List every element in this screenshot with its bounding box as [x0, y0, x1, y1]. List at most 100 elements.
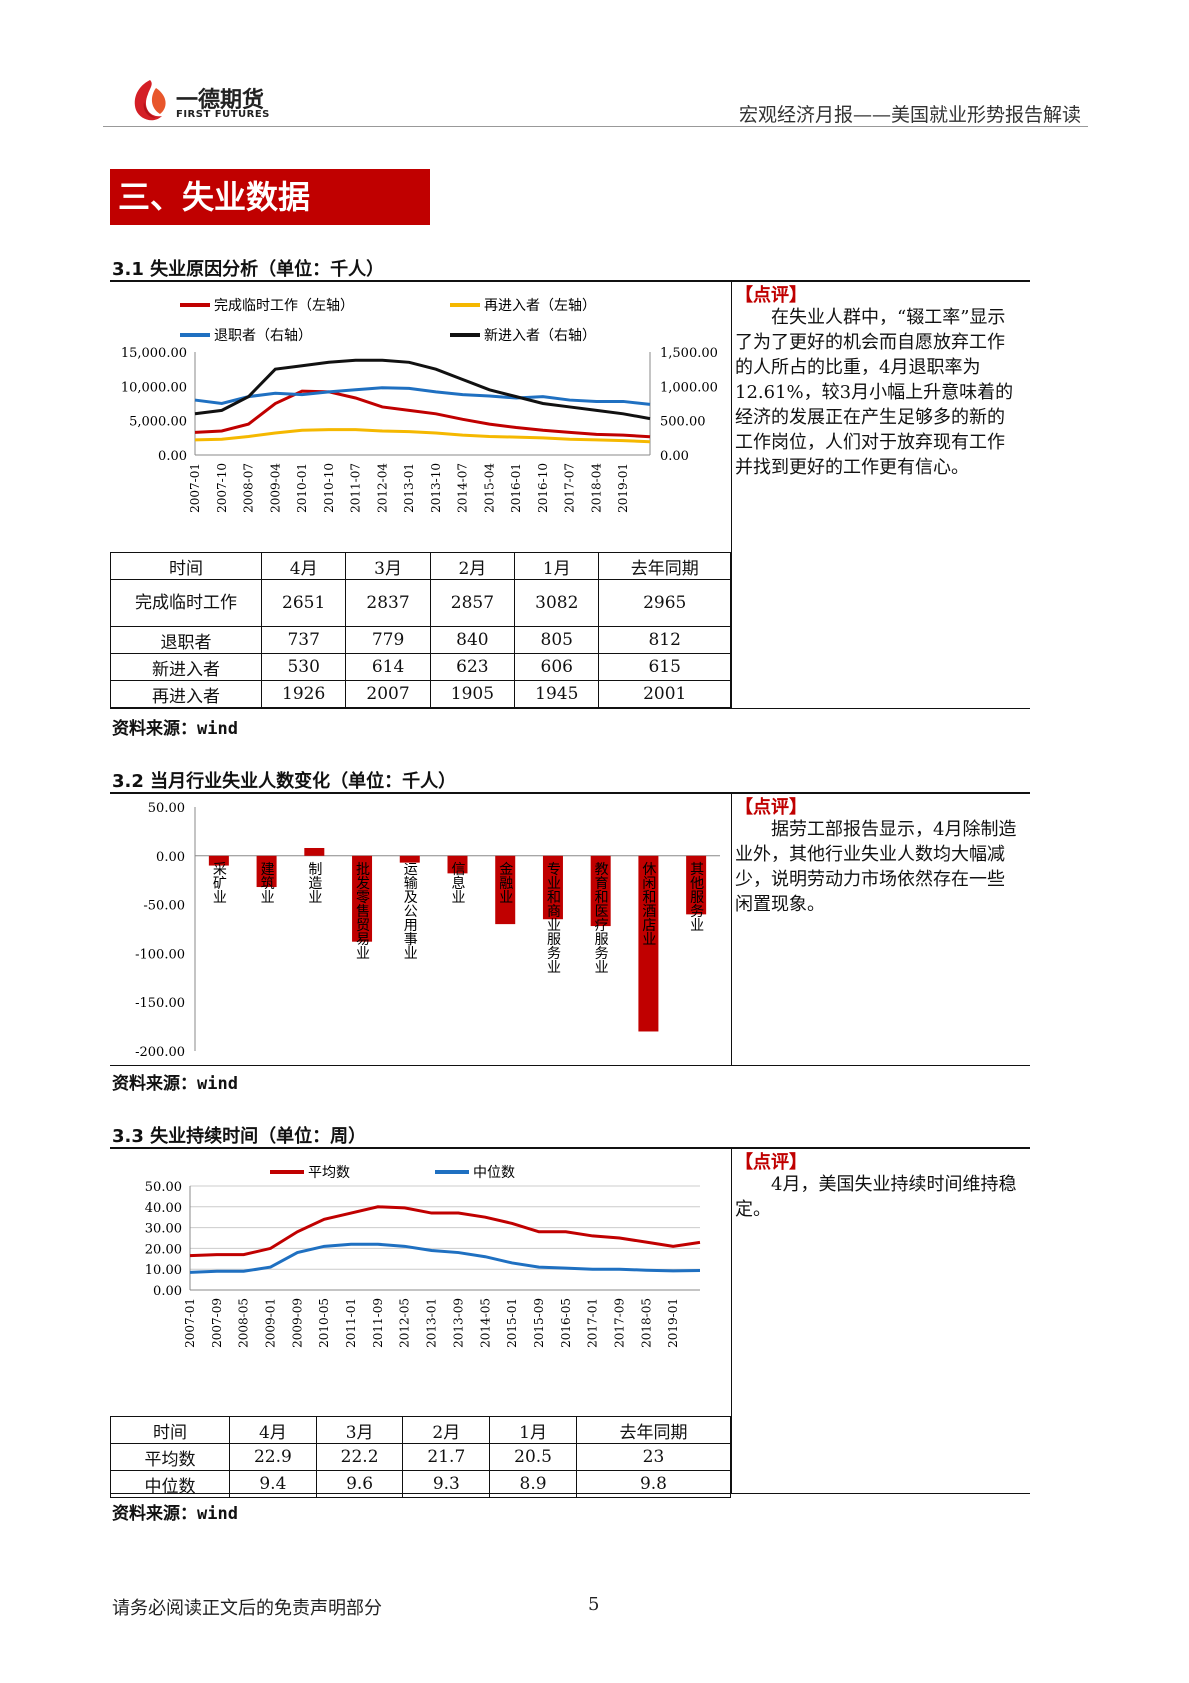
x-tick-label: 2014-05: [478, 1298, 492, 1348]
s1-top-rule: [110, 280, 1030, 282]
table-cell: 新进入者: [110, 653, 262, 681]
bar: [542, 855, 563, 920]
s1-comment: 在失业人群中，“辍工率”显示了为了更好的机会而自愿放弃工作的人所占的比重，4月退…: [735, 307, 1014, 478]
series-line: [189, 1205, 701, 1258]
y-left-tick-label: 15,000.00: [121, 346, 187, 361]
y-tick-label: -200.00: [135, 1045, 185, 1060]
bar: [352, 855, 373, 942]
table-cell: 812: [598, 626, 731, 654]
logo-cn: 一德期货: [176, 88, 265, 113]
report-title: 宏观经济月报——美国就业形势报告解读: [738, 104, 1081, 126]
bar: [399, 855, 420, 863]
table-cell: 2651: [260, 579, 347, 627]
table-cell: 退职者: [110, 626, 262, 654]
table-row: 平均数 22.9 22.2 21.7 20.5 23: [110, 1443, 732, 1471]
x-tick-label: 2008-07: [242, 463, 256, 513]
table-cell: 时间: [110, 552, 262, 580]
x-tick-label: 2007-01: [183, 1298, 197, 1348]
table-cell: 2837: [345, 579, 431, 627]
x-tick-label: 2015-01: [505, 1298, 519, 1348]
table-row: 退职者 737 779 840 805 812: [110, 626, 731, 654]
table-row: 新进入者 530 614 623 606 615: [110, 653, 731, 681]
y-right-tick-label: 1,000.00: [660, 380, 718, 395]
table-cell: 606: [514, 653, 600, 681]
s1-source: 资料来源：wind: [112, 719, 238, 739]
table-cell: 2001: [598, 680, 731, 708]
x-category-label: 采矿业: [211, 862, 227, 904]
logo-en: FIRST FUTURES: [176, 109, 270, 120]
y-tick-label: 20.00: [145, 1242, 182, 1257]
y-tick-label: -100.00: [135, 947, 185, 962]
table-cell: 1905: [429, 680, 516, 708]
table-cell: 3月: [315, 1416, 404, 1444]
s2-source: 资料来源：wind: [112, 1074, 238, 1094]
table-cell: 615: [598, 653, 731, 681]
chart-unemployment-reasons: 15,000.00 10,000.00 5,000.00 0.00 1,500.00 1,…: [121, 298, 718, 513]
x-tick-label: 2018-04: [589, 463, 603, 513]
x-tick-label: 2017-01: [586, 1298, 600, 1348]
table-cell: 805: [514, 626, 600, 654]
x-category-label: 金融业: [497, 862, 513, 904]
y-tick-label: -50.00: [143, 899, 185, 914]
x-tick-label: 2017-09: [612, 1298, 626, 1348]
y-left-tick-label: 10,000.00: [121, 380, 187, 395]
bar: [256, 855, 277, 888]
bar: [447, 855, 468, 874]
bar: [638, 855, 659, 1032]
x-tick-label: 2015-04: [482, 463, 496, 513]
x-category-label: 其他服务业: [688, 862, 704, 932]
x-tick-label: 2013-09: [451, 1298, 465, 1348]
section-title: 三、失业数据: [110, 169, 430, 225]
table-row: 完成临时工作 2651 2837 2857 3082 2965: [110, 579, 731, 627]
y-right-tick-label: 1,500.00: [660, 346, 718, 361]
table-cell: 2月: [402, 1416, 491, 1444]
x-tick-label: 2010-05: [317, 1298, 331, 1348]
y-tick-label: 50.00: [148, 801, 185, 816]
series-line: [194, 358, 651, 421]
x-tick-label: 2019-01: [666, 1298, 680, 1348]
table-cell: 22.2: [315, 1443, 404, 1471]
x-category-label: 建筑业: [259, 862, 275, 904]
series-line: [194, 386, 651, 406]
table-cell: 22.9: [229, 1443, 317, 1471]
s3-bottom-rule: [110, 1493, 1030, 1494]
s3-title: 3.3 失业持续时间（单位：周）: [112, 1126, 367, 1147]
table-cell: 1月: [489, 1416, 577, 1444]
bar: [590, 855, 611, 927]
x-tick-label: 2009-01: [264, 1298, 278, 1348]
x-category-label: 休闲和酒店业: [640, 862, 656, 946]
s3-top-rule: [110, 1147, 1030, 1149]
x-tick-label: 2018-05: [639, 1298, 653, 1348]
y-tick-label: -150.00: [135, 996, 185, 1011]
s1-table: 时间 4月 3月 2月 1月 去年同期 完成临时工作 2651 2837 2857 3082 2965…: [110, 552, 731, 708]
s3-comment-head: 【点评】: [735, 1152, 807, 1173]
table-cell: 2月: [429, 552, 516, 580]
table-cell: 737: [260, 626, 347, 654]
y-tick-label: 0.00: [153, 1284, 182, 1299]
table-cell: 3082: [514, 579, 600, 627]
y-tick-label: 0.00: [156, 850, 185, 865]
table-cell: 2857: [429, 579, 516, 627]
y-right-tick-label: 0.00: [660, 449, 689, 464]
s3-divider: [731, 1148, 732, 1493]
bar: [495, 855, 516, 925]
x-tick-label: 2009-09: [290, 1298, 304, 1348]
table-cell: 完成临时工作: [110, 579, 262, 627]
legend-label: 再进入者（左轴）: [484, 298, 596, 314]
table-cell: 2965: [598, 579, 731, 627]
table-cell: 840: [429, 626, 516, 654]
y-tick-label: 40.00: [145, 1201, 182, 1216]
x-tick-label: 2013-01: [402, 463, 416, 513]
y-tick-label: 50.00: [145, 1180, 182, 1195]
bar: [686, 855, 707, 915]
s2-comment-head: 【点评】: [735, 797, 807, 818]
x-tick-label: 2011-07: [349, 463, 363, 513]
bar: [304, 847, 325, 856]
s3-comment: 4月，美国失业持续时间维持稳定。: [735, 1174, 1017, 1220]
table-cell: 3月: [345, 552, 431, 580]
x-category-label: 信息业: [450, 862, 466, 904]
legend-label: 中位数: [473, 1165, 515, 1181]
x-tick-label: 2016-10: [536, 463, 550, 513]
legend-label: 新进入者（右轴）: [484, 328, 596, 344]
